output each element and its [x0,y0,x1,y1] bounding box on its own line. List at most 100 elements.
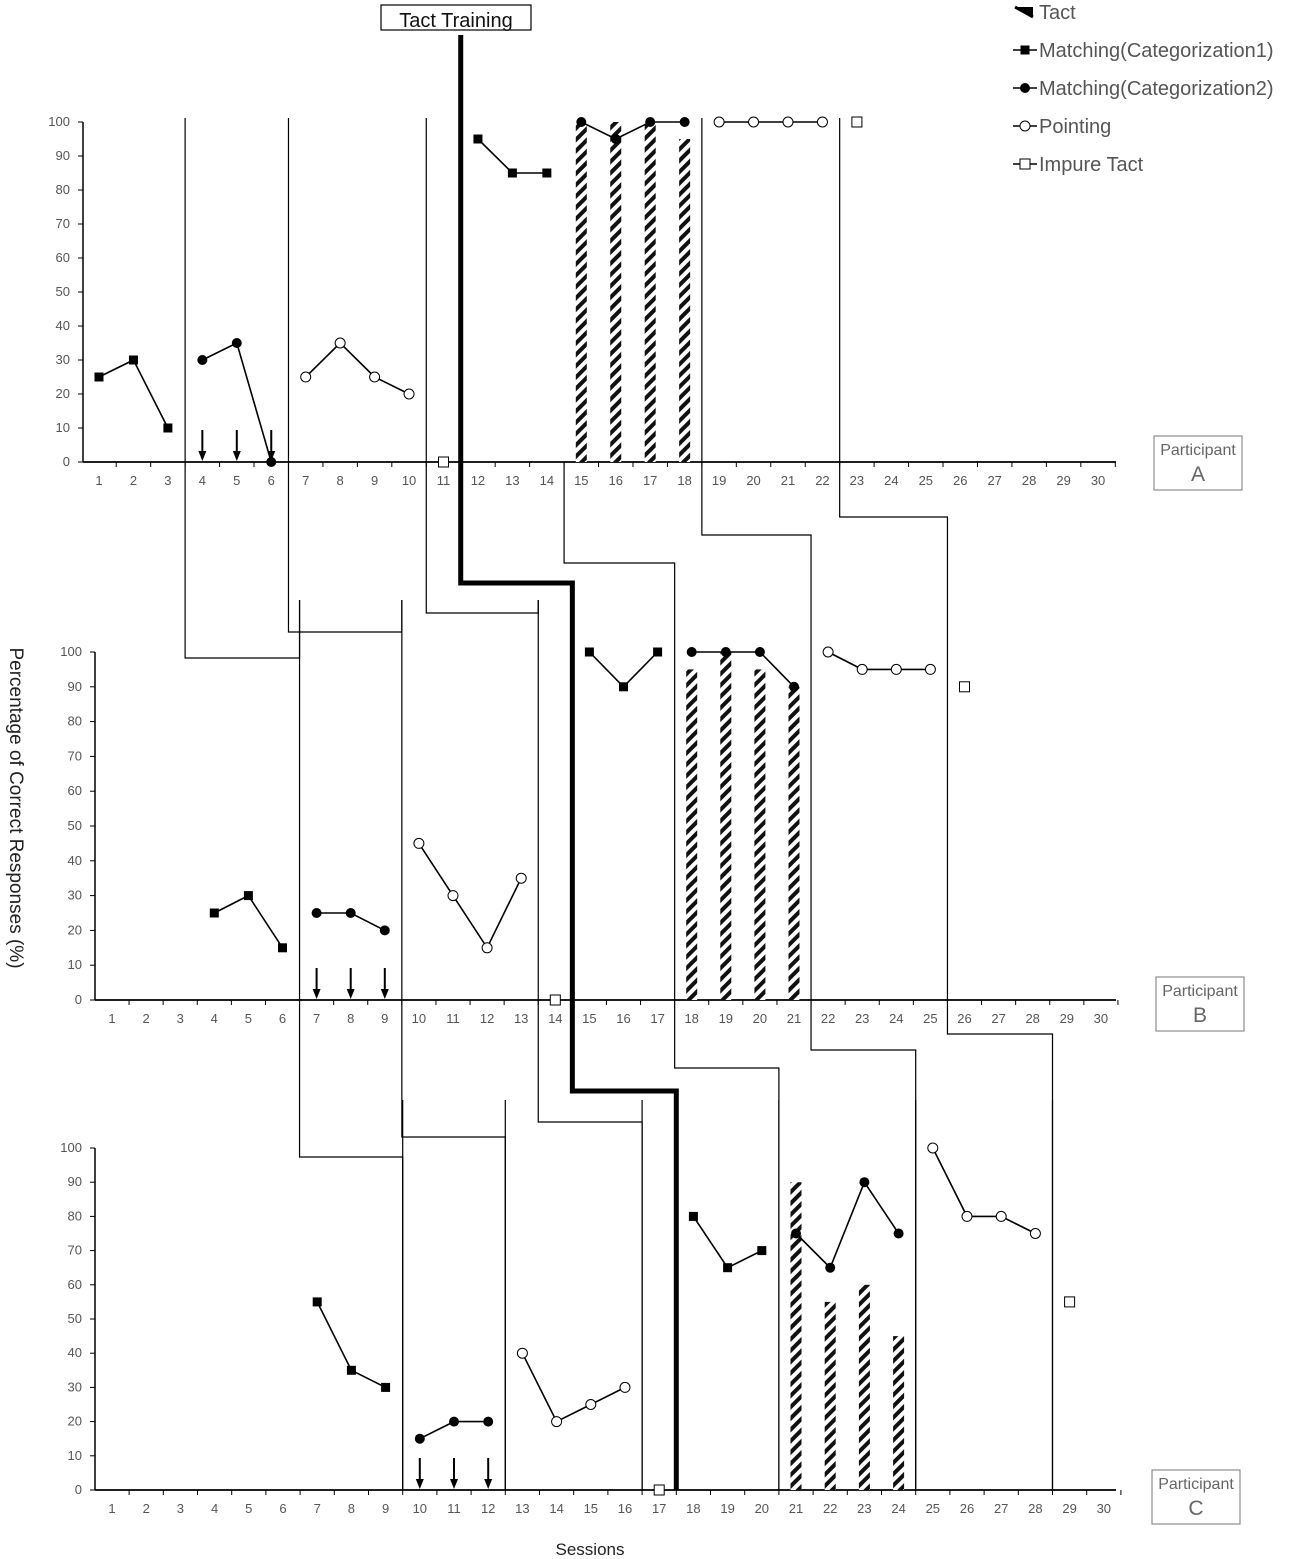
tact-bar [790,1182,802,1490]
x-tick-label: 9 [371,473,378,488]
x-tick-label: 1 [108,1011,115,1026]
y-axis-label: Percentage of Correct Responses (%) [5,647,26,968]
x-tick-label: 12 [480,1011,494,1026]
phase-connector-b-c [401,1000,506,1490]
x-tick-label: 7 [313,1011,320,1026]
m1-point [584,647,594,657]
m2-line [795,1180,900,1270]
pointing-point [334,337,346,349]
x-tick-label: 20 [746,473,760,488]
phase-connector-a-b [184,462,301,659]
y-tick-label: 70 [56,216,70,231]
tact-training-label: Tact Training [399,10,512,32]
legend-item-tact: Tact [1014,2,1076,24]
legend-item-pointing: Pointing [1013,116,1111,138]
phase-change-connectors [184,462,1054,1490]
probe-arrow-icon [380,968,389,999]
legend-label: Matching(Categorization2) [1039,78,1274,100]
pointing-point [927,1142,939,1154]
y-tick-label: 30 [56,352,70,367]
x-tick-label: 17 [650,1011,664,1026]
m2-point [893,1228,904,1239]
x-tick-label: 19 [719,1011,733,1026]
m2-point [720,647,731,657]
pointing-point [782,116,794,128]
x-tick-label: 12 [481,1501,495,1516]
phase-connector-b-c [674,1000,780,1490]
x-tick-label: 16 [616,1011,630,1026]
y-tick-label: 100 [48,114,70,129]
impure-tact-point [653,1484,665,1496]
probe-arrow-icon [415,1458,424,1489]
y-tick-label: 0 [75,992,82,1007]
pointing-point [748,116,760,128]
x-tick-label: 4 [211,1501,218,1516]
y-tick-label: 80 [68,1208,82,1223]
impure-tact-point [438,456,449,468]
legend-marker [1019,120,1031,132]
x-tick-label: 28 [1022,473,1036,488]
m2-line [580,121,685,140]
y-tick-label: 100 [60,1140,82,1155]
m1-point [473,134,483,144]
x-tick-label: 19 [720,1501,734,1516]
tact-bar [575,122,587,462]
m1-point [723,1263,733,1273]
x-tick-label: 20 [753,1011,767,1026]
m1-line [213,894,284,949]
x-tick-label: 25 [919,473,933,488]
x-tick-label: 30 [1091,473,1105,488]
pointing-point [890,663,902,675]
pointing-line [521,1352,626,1423]
pointing-point [585,1399,597,1410]
m2-point [825,1262,836,1273]
pointing-point [369,371,381,383]
m2-point [379,925,390,936]
impure-tact-point [549,994,561,1006]
x-tick-label: 9 [382,1501,389,1516]
m2-point [483,1416,494,1427]
y-tick-label: 10 [56,420,70,435]
participant-letter: B [1193,1004,1207,1027]
m2-point [576,117,587,127]
legend: Tact Matching(Categorization1) Matching(Ca… [1013,2,1274,176]
x-tick-label: 3 [177,1011,184,1026]
y-tick-label: 0 [75,1482,82,1497]
participant-label-box [1151,1469,1241,1525]
x-tick-label: 2 [130,473,137,488]
m2-point [266,457,277,467]
x-tick-label: 10 [412,1011,426,1026]
x-tick-label: 3 [164,473,171,488]
m2-point [789,681,799,692]
x-tick-label: 3 [177,1501,184,1516]
legend-label: Matching(Categorization1) [1039,40,1274,62]
m1-point [278,943,287,953]
probe-arrow-icon [346,968,355,999]
phase-connector-a-b [701,462,812,600]
y-tick-label: 40 [56,318,70,333]
x-axis-label: Sessions [556,1540,625,1559]
x-tick-label: 11 [447,1501,461,1516]
y-tick-label: 60 [68,783,82,798]
probe-arrow-icon [450,1458,458,1489]
x-tick-label: 13 [515,1501,529,1516]
y-tick-label: 60 [68,1277,82,1292]
phase-connector-a-b [563,462,676,600]
m2-point [679,117,690,127]
probe-arrow-icon [267,430,276,461]
x-tick-label: 28 [1028,1501,1042,1516]
x-tick-label: 5 [245,1501,252,1516]
x-tick-label: 14 [540,473,554,488]
y-tick-label: 20 [68,922,82,937]
x-tick-label: 18 [677,473,691,488]
y-tick-label: 30 [68,1379,82,1394]
x-tick-label: 30 [1097,1501,1111,1516]
m1-line [588,651,659,688]
impure-tact-point [851,116,863,128]
x-tick-label: 2 [143,1501,150,1516]
tact-bar [893,1336,905,1490]
x-tick-label: 7 [302,473,309,488]
m2-point [791,1228,801,1239]
y-tick-label: 50 [56,284,70,299]
x-tick-label: 28 [1025,1011,1039,1026]
